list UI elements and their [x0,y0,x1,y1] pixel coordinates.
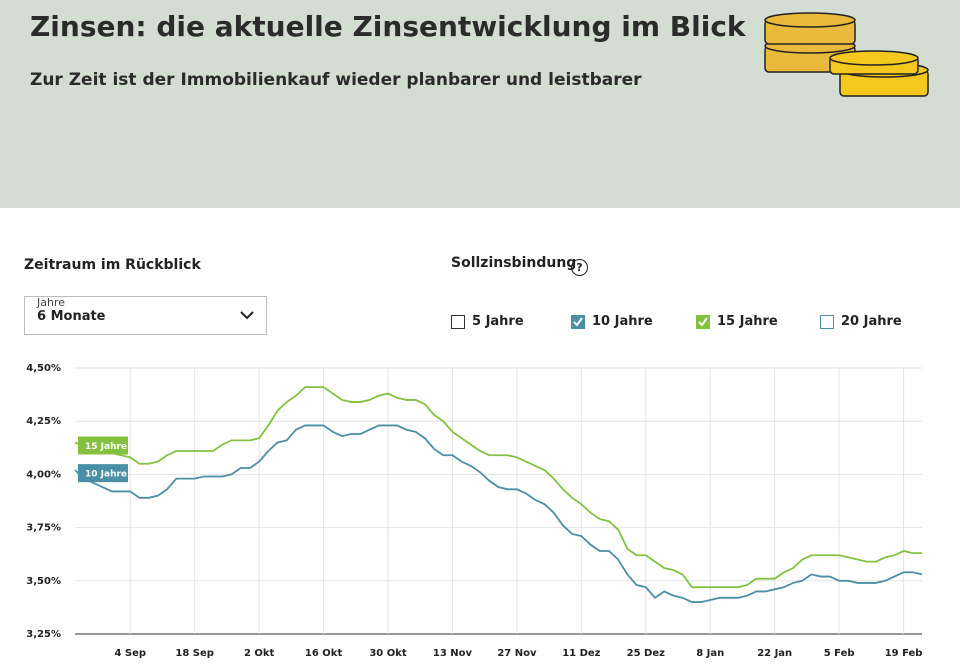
checkbox-label: 20 Jahre [841,314,902,329]
checkbox [820,314,834,329]
page-subtitle: Zur Zeit ist der Immobilienkauf wieder p… [30,70,642,90]
y-tick-label: 4,00% [26,469,61,480]
binding-heading: Sollzinsbindung [451,255,577,271]
line [74,386,922,589]
header: Zinsen: die aktuelle Zinsentwicklung im … [0,0,960,208]
page-title: Zinsen: die aktuelle Zinsentwicklung im … [30,10,746,43]
checkbox [451,314,465,329]
checkbox-label: 5 Jahre [472,314,524,329]
x-tick-label: 5 Feb [824,648,855,659]
checkbox [696,314,710,329]
checkbox-label: 10 Jahre [592,314,653,329]
checkbox-option[interactable]: 15 Jahre [696,314,778,329]
x-tick-label: 30 Okt [369,648,407,659]
chevron [240,311,254,320]
x-tick-label: 11 Dez [562,648,600,659]
x-tick-label: 18 Sep [175,648,214,659]
series-flag [78,464,128,483]
x-tick-label: 4 Sep [114,648,146,659]
select-value: 6 Monate [37,309,106,324]
series-flag-label: 15 Jahre [85,442,127,452]
period-select[interactable]: Jahre 6 Monate [24,296,267,335]
y-tick-label: 3,50% [26,576,61,587]
x-tick-label: 22 Jan [757,648,792,659]
checkmark [573,316,583,327]
y-tick-label: 3,75% [26,523,61,534]
x-tick-label: 27 Nov [497,648,537,659]
x-tick-label: 16 Okt [305,648,343,659]
line [74,424,923,603]
x-tick-label: 8 Jan [696,648,724,659]
y-tick-label: 4,50% [26,363,61,374]
checkbox [571,314,585,329]
x-tick-label: 19 Feb [885,648,923,659]
checkbox-label: 15 Jahre [717,314,778,329]
x-tick-label: 25 Dez [627,648,665,659]
checkbox-option[interactable]: 20 Jahre [820,314,902,329]
help-icon[interactable]: ? [571,259,588,276]
y-tick-label: 4,25% [26,416,61,427]
series-flag [78,436,128,455]
chart: 3,25% 3,50% 3,75% 4,00% 4,25% 4,50% 4 Sep 18 Se… [26,363,923,659]
coins-icon [764,12,929,97]
y-tick-label: 3,25% [26,629,61,640]
x-tick-label: 13 Nov [433,648,473,659]
x-tick-label: 2 Okt [244,648,275,659]
select-label: Jahre [37,296,66,309]
checkmark [698,316,708,327]
series-flag-label: 10 Jahre [85,470,127,480]
period-heading: Zeitraum im Rückblick [24,257,201,273]
checkbox-option[interactable]: 10 Jahre [571,314,653,329]
checkbox-option[interactable]: 5 Jahre [451,314,524,329]
